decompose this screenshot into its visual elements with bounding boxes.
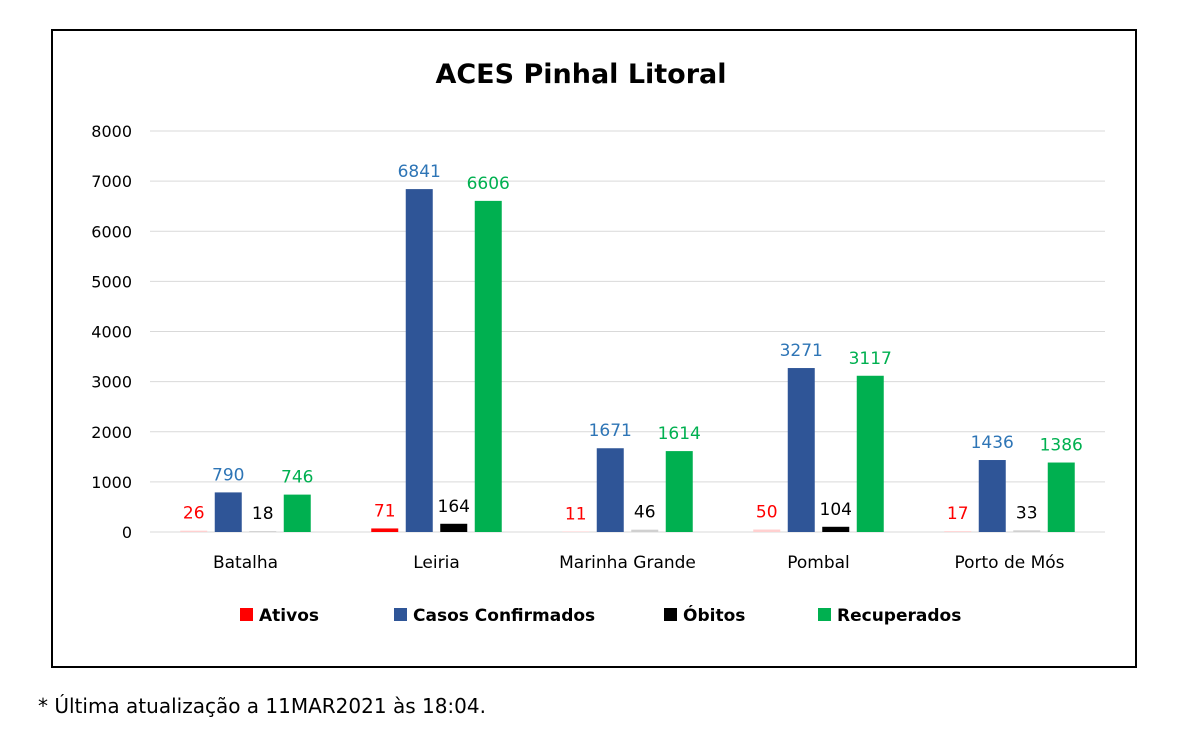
y-tick-label: 5000 [91, 272, 132, 291]
y-tick-label: 3000 [91, 373, 132, 392]
bar [474, 200, 502, 532]
data-label: 46 [634, 503, 656, 523]
y-axis-ticks: 0 1000 2000 3000 4000 5000 6000 7000 8000 [91, 122, 132, 542]
legend-swatch [394, 608, 407, 621]
bar [856, 375, 884, 532]
data-label: 6606 [467, 174, 510, 194]
bar [787, 368, 815, 532]
data-label: 26 [183, 504, 205, 524]
y-tick-label: 2000 [91, 423, 132, 442]
data-label: 1386 [1040, 436, 1083, 456]
bars [180, 189, 1075, 532]
bar [1013, 530, 1041, 532]
bar [405, 189, 433, 532]
data-label: 164 [438, 497, 470, 517]
legend-label: Óbitos [683, 604, 745, 626]
data-label: 6841 [398, 162, 441, 182]
data-label: 790 [212, 465, 244, 485]
data-label: 104 [820, 500, 852, 520]
y-tick-label: 1000 [91, 473, 132, 492]
bar [944, 531, 972, 532]
data-label: 1671 [589, 421, 632, 441]
bar [596, 448, 624, 532]
legend-label: Casos Confirmados [413, 606, 595, 626]
x-tick-label: Leiria [413, 553, 459, 573]
legend-swatch [240, 608, 253, 621]
bar [214, 492, 242, 532]
data-label: 3117 [849, 349, 892, 369]
y-tick-label: 4000 [91, 323, 132, 342]
bar [440, 523, 468, 532]
bar [753, 529, 781, 532]
x-axis-ticks: Batalha Leiria Marinha Grande Pombal Porto d… [213, 553, 1065, 573]
bar [1047, 462, 1075, 532]
bar [249, 531, 277, 532]
y-tick-label: 6000 [91, 222, 132, 241]
bar [283, 494, 311, 532]
legend-swatch [664, 608, 677, 621]
bar [562, 531, 590, 532]
bar [822, 526, 850, 532]
legend: Ativos Casos Confirmados Óbitos Recuperados [240, 604, 961, 626]
data-label: 18 [252, 504, 274, 524]
data-label: 1436 [971, 433, 1014, 453]
x-tick-label: Batalha [213, 553, 278, 573]
bar [978, 460, 1006, 532]
data-label: 17 [947, 504, 969, 524]
data-label: 33 [1016, 503, 1038, 523]
data-label: 3271 [780, 341, 823, 361]
x-tick-label: Porto de Mós [954, 553, 1064, 573]
bar [631, 529, 659, 532]
x-tick-label: Marinha Grande [559, 553, 696, 573]
data-labels: 26 790 18 746 71 6841 164 6606 11 1671 46 1614 50 327… [183, 162, 1083, 524]
chart-frame: 0 1000 2000 3000 4000 5000 6000 7000 8000 26 790 1… [51, 29, 1137, 668]
data-label: 746 [281, 468, 313, 488]
chart-title: ACES Pinhal Litoral [435, 59, 726, 90]
x-tick-label: Pombal [787, 553, 850, 573]
data-label: 71 [374, 501, 396, 521]
data-label: 1614 [658, 424, 701, 444]
bar [371, 528, 399, 532]
legend-label: Ativos [259, 606, 319, 626]
y-tick-label: 0 [122, 523, 132, 542]
y-tick-label: 7000 [91, 172, 132, 191]
y-tick-label: 8000 [91, 122, 132, 141]
footnote: * Última atualização a 11MAR2021 às 18:0… [38, 694, 486, 718]
bar [180, 530, 208, 532]
gridlines [150, 130, 1105, 533]
legend-swatch [818, 608, 831, 621]
bar-chart: 0 1000 2000 3000 4000 5000 6000 7000 8000 26 790 1… [91, 59, 1105, 626]
bar [665, 451, 693, 532]
data-label: 50 [756, 502, 778, 522]
legend-label: Recuperados [837, 606, 961, 626]
data-label: 11 [565, 504, 587, 524]
